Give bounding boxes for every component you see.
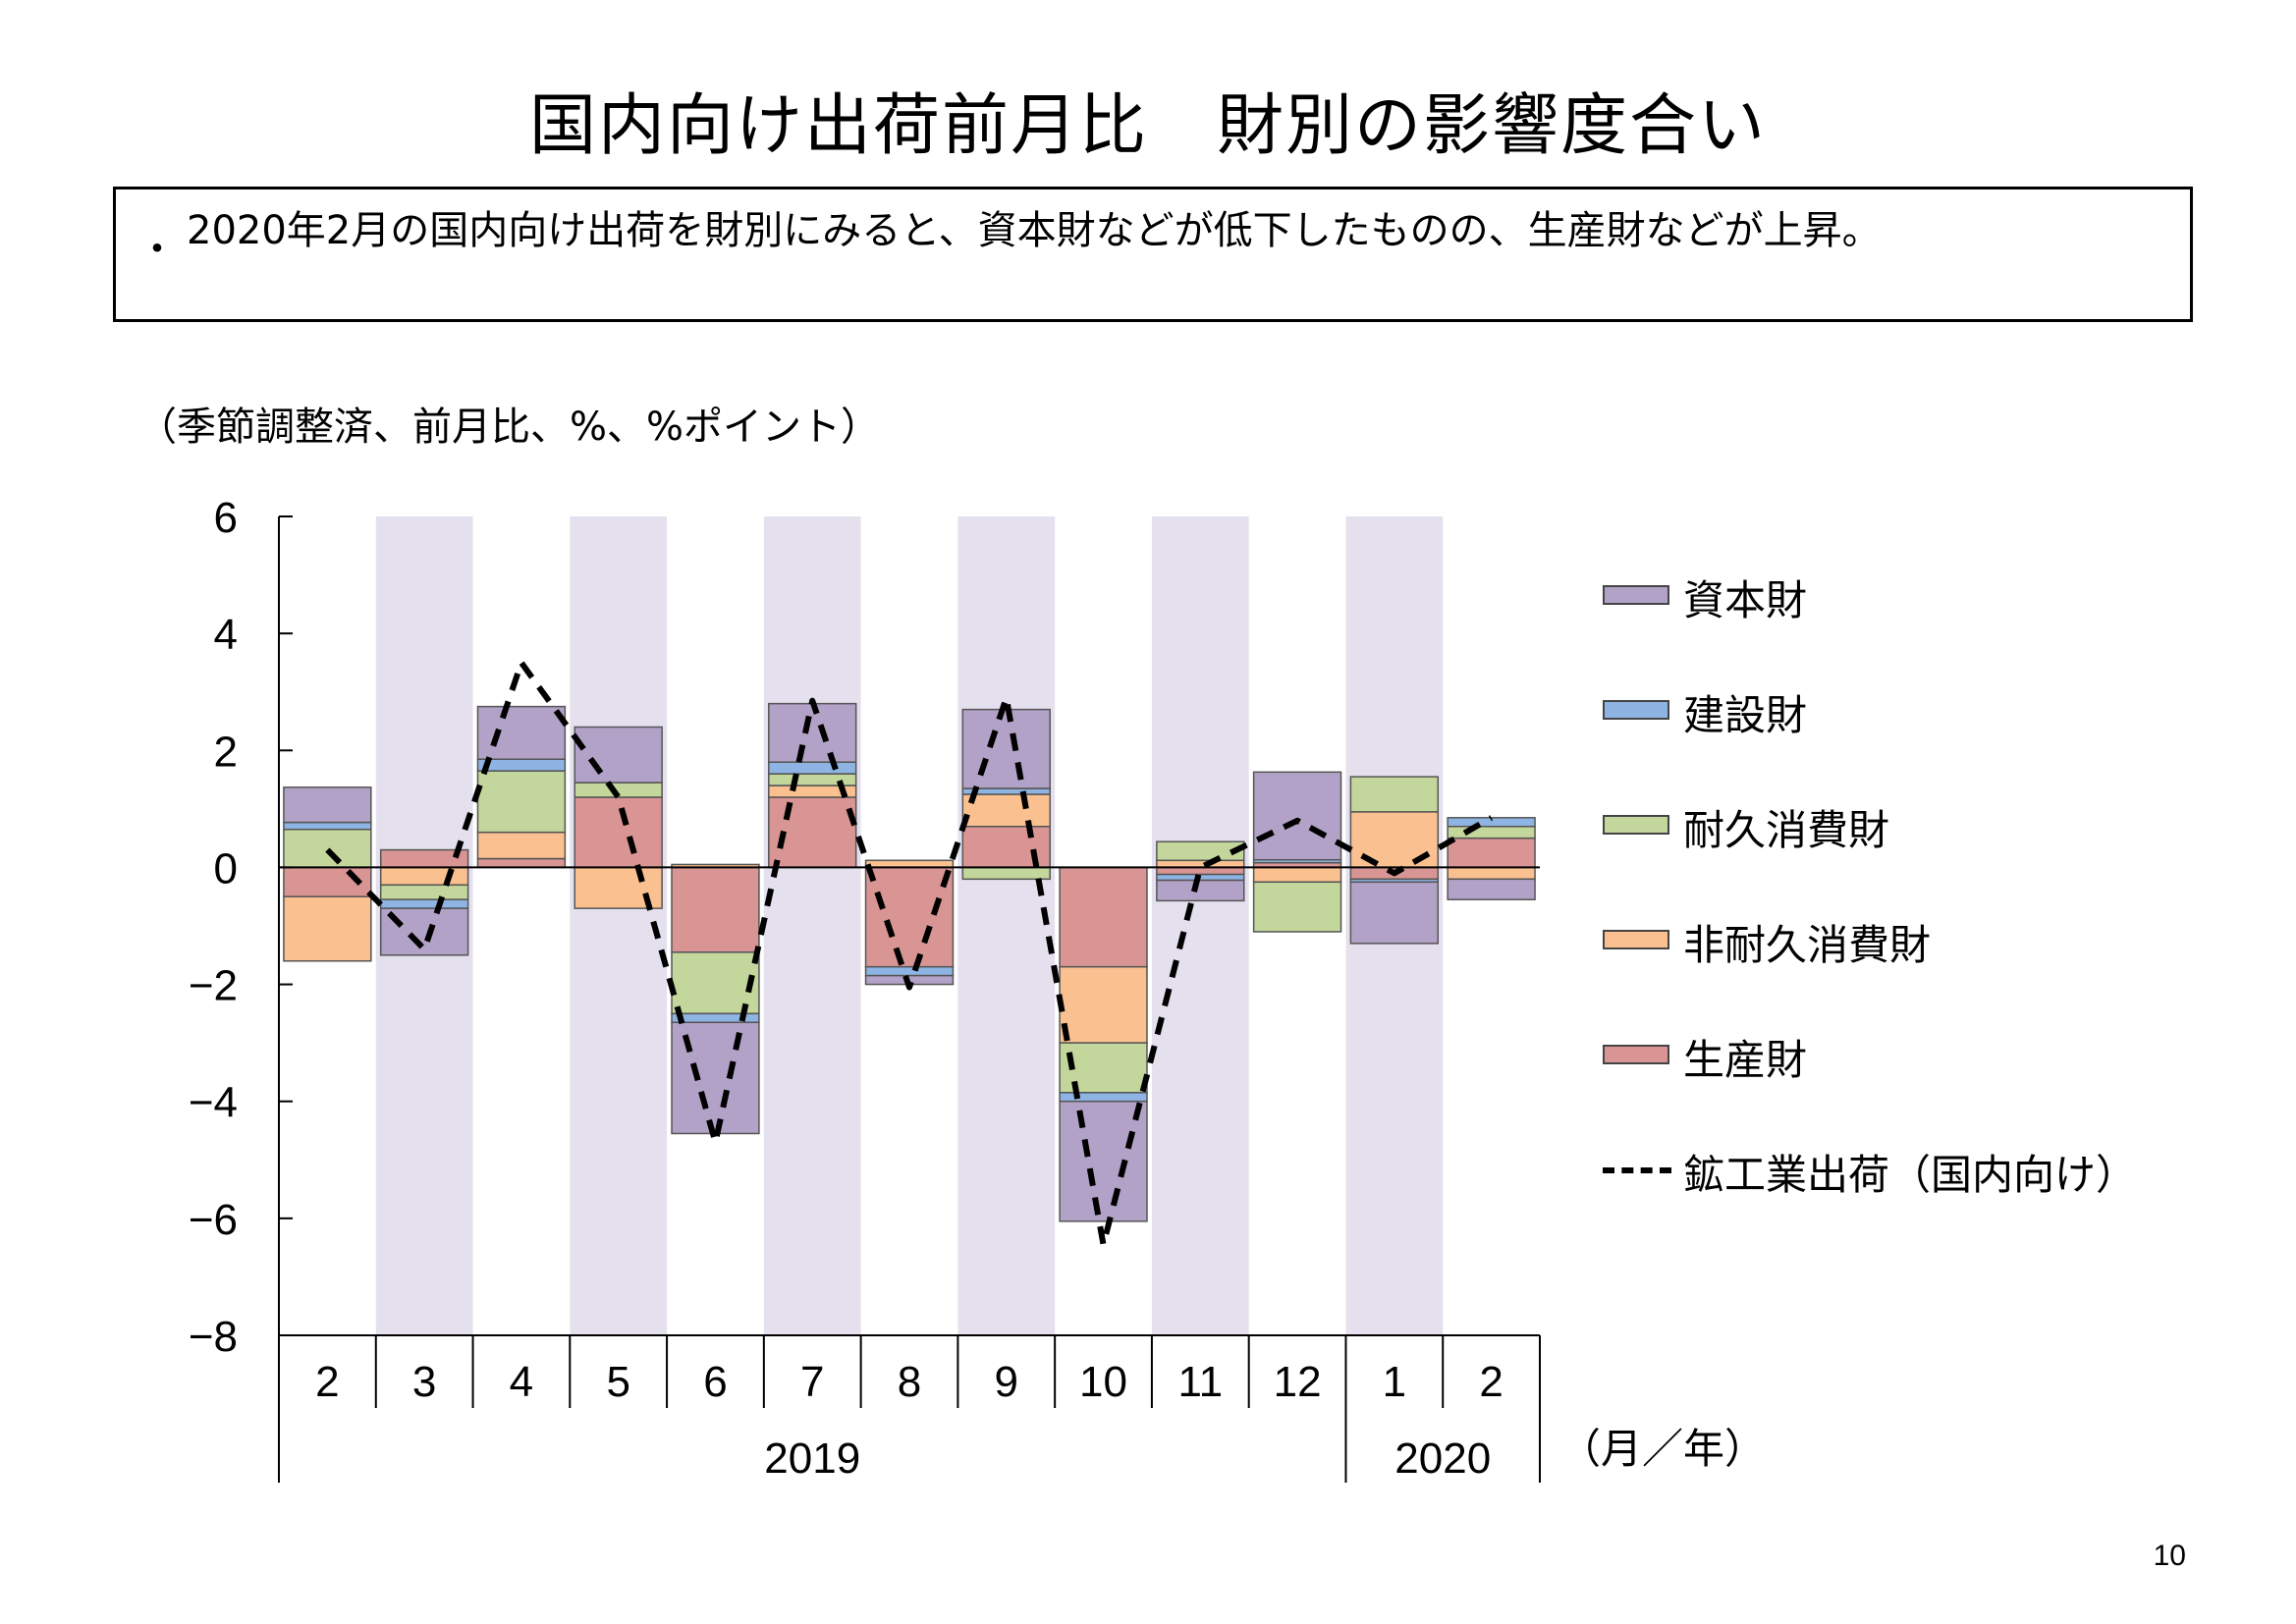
bar-capital-0 — [283, 786, 372, 824]
bar-capital-12 — [1447, 878, 1536, 900]
bar-producer-3 — [574, 796, 663, 869]
x-tick-label-12: 2 — [1479, 1358, 1503, 1406]
bar-capital-11 — [1349, 881, 1440, 945]
legend-label-capital: 資本財 — [1683, 576, 1808, 624]
bar-capital-10 — [1252, 771, 1342, 861]
shade-band-7 — [957, 516, 1056, 1335]
bar-nondurable-12 — [1447, 866, 1536, 881]
x-tick-label-7: 9 — [995, 1358, 1018, 1406]
bar-nondurable-6 — [864, 859, 955, 869]
bar-nondurable-2 — [476, 831, 567, 860]
summary-text: 2020年2月の国内向け出荷を財別にみると、資本財などが低下したものの、生産財な… — [187, 208, 1882, 253]
x-tick-label-9: 11 — [1177, 1358, 1223, 1406]
bar-durable-11 — [1349, 776, 1440, 813]
bar-construction-8 — [1059, 1092, 1148, 1103]
legend-item-nondurable: 非耐久消費財 — [1603, 910, 2192, 969]
legend-label-nondurable: 非耐久消費財 — [1683, 921, 1932, 969]
bar-nondurable-9 — [1156, 859, 1245, 869]
legend-label-line: 鉱工業出荷（国内向け） — [1683, 1151, 2138, 1199]
page-title: 国内向け出荷前月比 財別の影響度合い — [528, 87, 1767, 165]
x-tick-label-4: 6 — [703, 1358, 727, 1406]
legend-item-durable: 耐久消費財 — [1603, 795, 2192, 854]
total-line — [325, 659, 1494, 1248]
legend-dash-line — [1603, 1167, 1671, 1173]
year-label-0: 2019 — [764, 1435, 860, 1483]
summary-box: ・ 2020年2月の国内向け出荷を財別にみると、資本財などが低下したものの、生産… — [113, 187, 2193, 322]
bar-producer-6 — [864, 866, 955, 968]
bar-durable-0 — [283, 828, 372, 869]
units-note: （季節調整済、前月比、%、%ポイント） — [137, 405, 881, 450]
bar-producer-2 — [476, 857, 567, 869]
x-tick-label-10: 12 — [1274, 1358, 1322, 1406]
y-tick-label-5: −4 — [189, 1079, 238, 1127]
y-tick-label-7: −8 — [189, 1313, 238, 1361]
legend-swatch-construction — [1603, 700, 1669, 720]
bar-durable-1 — [379, 884, 469, 900]
legend-label-producer: 生産財 — [1683, 1036, 1808, 1084]
bar-construction-6 — [864, 965, 955, 977]
bar-durable-10 — [1252, 881, 1342, 933]
bar-capital-5 — [768, 702, 857, 763]
bar-nondurable-7 — [961, 793, 1051, 828]
bar-durable-4 — [671, 951, 760, 1015]
bar-construction-0 — [283, 821, 372, 831]
bar-nondurable-10 — [1252, 866, 1342, 884]
bar-capital-9 — [1156, 879, 1245, 902]
summary-bullet: ・ — [137, 227, 177, 272]
legend-label-construction: 建設財 — [1683, 691, 1808, 739]
shade-band-5 — [763, 516, 861, 1335]
bar-durable-9 — [1156, 840, 1245, 862]
legend-label-durable: 耐久消費財 — [1683, 806, 1890, 854]
legend-swatch-producer — [1603, 1045, 1669, 1064]
bar-producer-4 — [671, 866, 760, 953]
y-tick-label-4: −2 — [189, 962, 238, 1010]
x-tick-label-5: 7 — [800, 1358, 824, 1406]
bar-capital-8 — [1059, 1100, 1148, 1222]
bar-nondurable-1 — [379, 866, 469, 887]
bar-durable-12 — [1447, 825, 1536, 839]
y-tick-label-0: 6 — [214, 494, 238, 542]
bar-nondurable-8 — [1059, 965, 1148, 1044]
bar-construction-5 — [768, 761, 857, 775]
bar-durable-7 — [961, 866, 1051, 881]
x-unit-label: （月／年） — [1559, 1425, 1766, 1473]
y-tick-label-6: −6 — [189, 1196, 238, 1244]
legend-item-line: 鉱工業出荷（国内向け） — [1603, 1140, 2192, 1199]
legend-item-construction: 建設財 — [1603, 680, 2192, 739]
bar-producer-12 — [1447, 837, 1536, 869]
x-tick-label-8: 10 — [1079, 1358, 1127, 1406]
page-number: 10 — [2153, 1540, 2186, 1572]
bar-construction-1 — [379, 898, 469, 909]
legend-swatch-capital — [1603, 585, 1669, 605]
x-tick-label-2: 4 — [510, 1358, 533, 1406]
legend-swatch-nondurable — [1603, 930, 1669, 949]
bar-capital-2 — [476, 705, 567, 760]
bar-capital-3 — [574, 726, 663, 784]
legend-item-producer: 生産財 — [1603, 1025, 2192, 1084]
y-tick-label-1: 4 — [214, 611, 238, 659]
x-tick-label-11: 1 — [1383, 1358, 1406, 1406]
bar-capital-7 — [961, 708, 1051, 789]
y-tick-label-3: 0 — [214, 844, 238, 893]
bar-producer-9 — [1156, 866, 1245, 876]
bar-producer-8 — [1059, 866, 1148, 968]
bar-nondurable-0 — [283, 895, 372, 962]
legend-item-capital: 資本財 — [1603, 566, 2192, 624]
shade-band-3 — [570, 516, 668, 1335]
bar-durable-2 — [476, 770, 567, 834]
year-label-1: 2020 — [1394, 1435, 1491, 1483]
shade-band-9 — [1151, 516, 1249, 1335]
x-tick-label-0: 2 — [315, 1358, 339, 1406]
x-tick-label-3: 5 — [606, 1358, 629, 1406]
y-tick-label-2: 2 — [214, 728, 238, 776]
x-tick-label-1: 3 — [412, 1358, 436, 1406]
x-tick-label-6: 8 — [898, 1358, 921, 1406]
legend-swatch-durable — [1603, 815, 1669, 835]
